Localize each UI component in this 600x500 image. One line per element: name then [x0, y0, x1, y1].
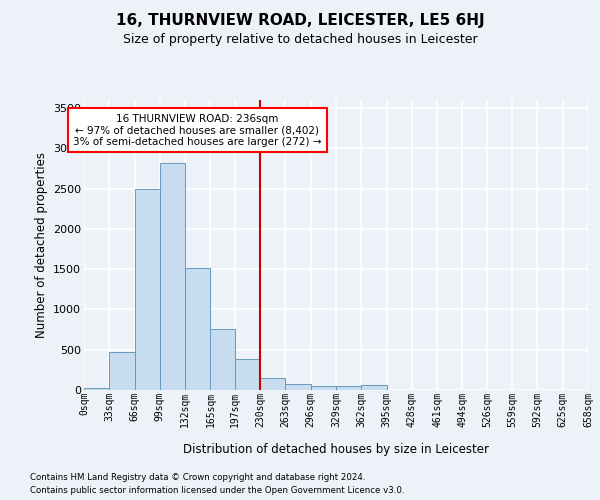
- Y-axis label: Number of detached properties: Number of detached properties: [35, 152, 47, 338]
- Bar: [160, 163, 185, 390]
- Bar: [211, 330, 235, 390]
- Text: 16 THURNVIEW ROAD: 236sqm
← 97% of detached houses are smaller (8,402)
3% of sem: 16 THURNVIEW ROAD: 236sqm ← 97% of detac…: [73, 114, 322, 147]
- Text: Contains HM Land Registry data © Crown copyright and database right 2024.: Contains HM Land Registry data © Crown c…: [30, 472, 365, 482]
- Bar: [185, 268, 211, 390]
- Bar: [134, 188, 160, 390]
- Bar: [109, 352, 134, 390]
- Text: Distribution of detached houses by size in Leicester: Distribution of detached houses by size …: [183, 442, 489, 456]
- Bar: [235, 358, 260, 390]
- Text: Size of property relative to detached houses in Leicester: Size of property relative to detached ho…: [122, 32, 478, 46]
- Bar: [84, 388, 109, 390]
- Bar: [260, 378, 286, 390]
- Bar: [361, 385, 386, 390]
- Bar: [336, 386, 361, 390]
- Bar: [286, 384, 311, 390]
- Text: 16, THURNVIEW ROAD, LEICESTER, LE5 6HJ: 16, THURNVIEW ROAD, LEICESTER, LE5 6HJ: [116, 12, 484, 28]
- Text: Contains public sector information licensed under the Open Government Licence v3: Contains public sector information licen…: [30, 486, 404, 495]
- Bar: [311, 386, 336, 390]
